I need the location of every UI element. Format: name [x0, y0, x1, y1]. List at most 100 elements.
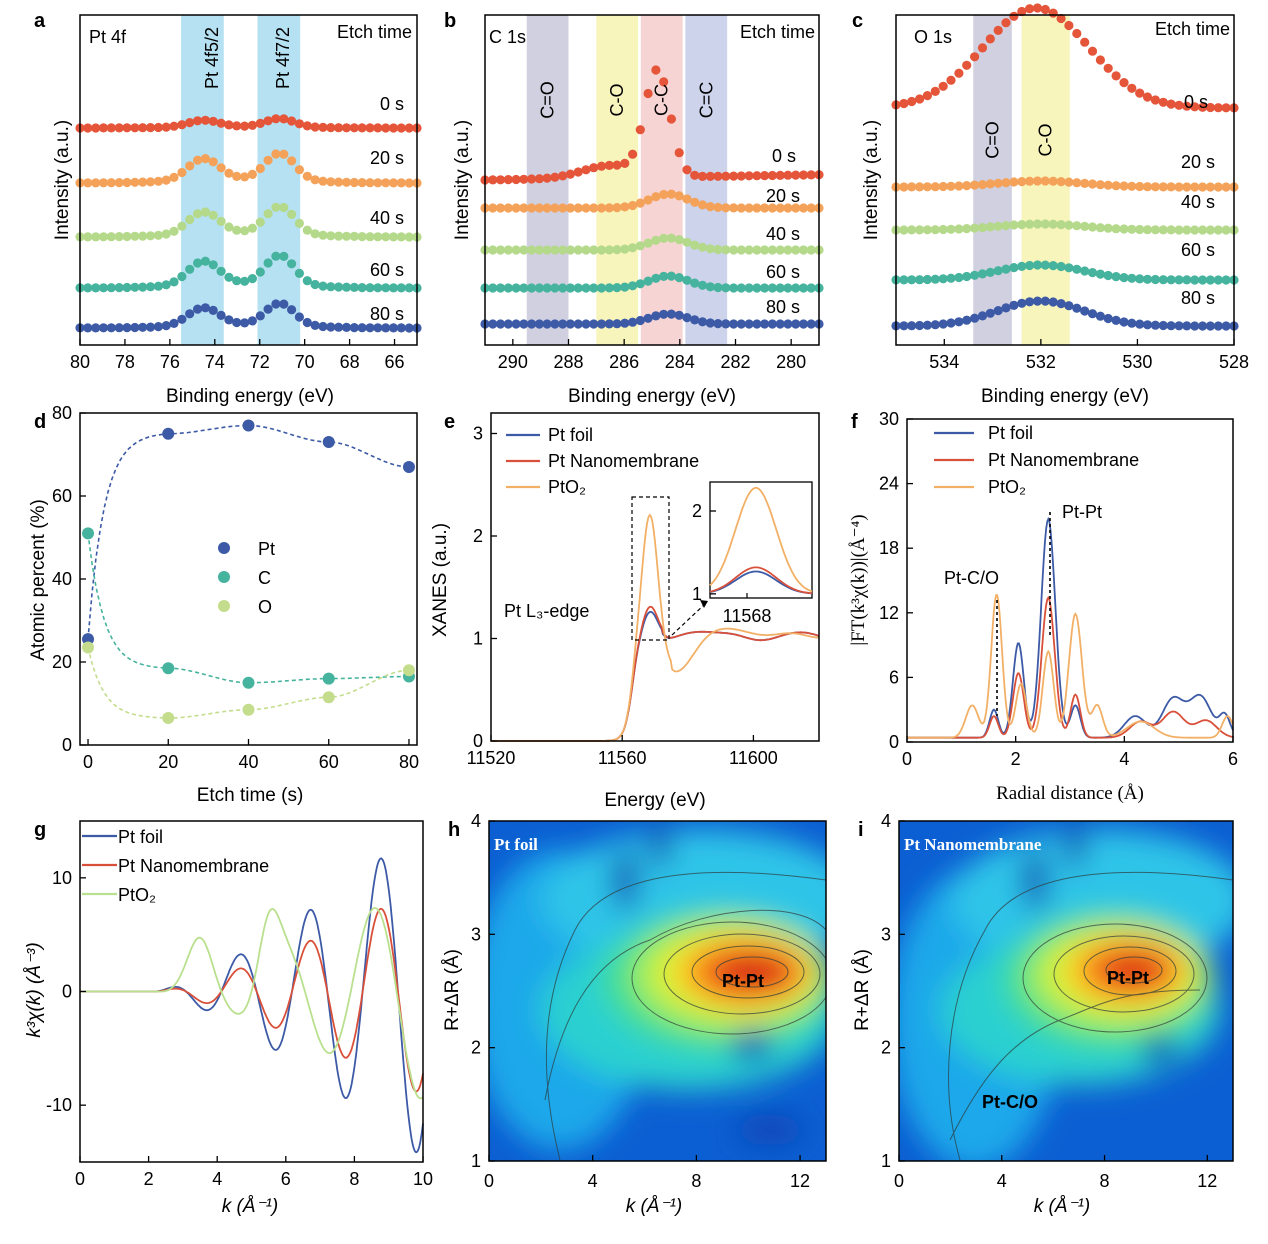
- c-series-label-3: 60 s: [1181, 240, 1215, 260]
- a-point-3-3: [98, 283, 109, 293]
- a-point-4-15: [193, 304, 203, 314]
- c-point-3-41: [1213, 275, 1223, 285]
- b-point-0-5: [519, 174, 529, 184]
- c-point-4-13: [993, 306, 1003, 316]
- b-point-1-13: [581, 203, 591, 213]
- a-point-4-33: [334, 322, 344, 332]
- xlabel-g: k (Å⁻¹): [222, 1196, 278, 1217]
- b-point-0-37: [767, 170, 778, 181]
- a-point-2-14: [185, 214, 195, 225]
- a-point-4-41: [396, 323, 406, 333]
- a-point-1-15: [193, 155, 203, 165]
- a-xtick-label-1: 78: [115, 352, 135, 372]
- c-point-0-18: [1032, 3, 1043, 13]
- c-point-2-35: [1166, 225, 1176, 235]
- c-point-2-1: [899, 225, 909, 235]
- b-point-1-39: [783, 203, 793, 213]
- a-point-2-9: [145, 231, 156, 241]
- a-point-3-42: [404, 283, 414, 293]
- b-point-1-4: [511, 203, 521, 213]
- c-point-4-28: [1111, 315, 1121, 325]
- c-point-3-17: [1025, 260, 1035, 271]
- g-xtick-label-3: 6: [281, 1169, 291, 1189]
- e-legend-label-1: Pt Nanomembrane: [548, 451, 699, 471]
- b-band-label-0: C=O: [538, 81, 558, 119]
- b-point-3-23: [659, 271, 669, 281]
- b-band-1: [596, 15, 639, 345]
- i-xtick-label-0: 0: [894, 1171, 904, 1191]
- a-point-3-13: [177, 271, 187, 282]
- h-ytick-label-1: 2: [471, 1038, 481, 1058]
- a-point-4-40: [388, 323, 399, 333]
- b-point-0-8: [542, 173, 552, 183]
- d-point-0-2: [242, 419, 255, 432]
- c-point-0-8: [954, 68, 964, 78]
- b-point-4-20: [635, 315, 645, 326]
- axes-frame-c: [895, 14, 1235, 346]
- a-point-4-4: [106, 323, 116, 333]
- d-point-2-2: [242, 703, 255, 716]
- d-point-1-2: [242, 676, 255, 689]
- a-point-4-12: [169, 318, 179, 328]
- a-point-1-12: [169, 172, 179, 182]
- a-point-3-41: [396, 283, 406, 293]
- a-point-0-6: [122, 123, 132, 133]
- c-point-4-25: [1087, 309, 1098, 319]
- b-point-2-4: [511, 245, 521, 255]
- heatmap-title-i: Pt Nanomembrane: [904, 835, 1042, 854]
- i-ytick-label-3: 4: [881, 811, 891, 831]
- a-point-1-33: [334, 177, 344, 187]
- b-point-3-34: [744, 283, 754, 293]
- b-point-1-2: [495, 203, 506, 213]
- c-point-0-31: [1135, 88, 1145, 98]
- a-point-1-10: [153, 176, 163, 186]
- b-point-1-22: [651, 192, 661, 202]
- a-point-3-14: [185, 264, 195, 274]
- c-point-0-12: [985, 34, 995, 44]
- corner-left-a: Pt 4f: [89, 27, 127, 47]
- c-point-1-40: [1205, 182, 1215, 192]
- h-xtick-label-3: 12: [790, 1171, 810, 1191]
- zoom-box: [631, 496, 670, 641]
- axes-frame-f: [906, 418, 1234, 743]
- c-point-2-5: [930, 225, 940, 235]
- a-point-4-29: [302, 317, 312, 328]
- b-point-2-40: [791, 245, 801, 255]
- b-point-2-26: [682, 237, 692, 247]
- c-point-4-8: [954, 317, 964, 327]
- e-ytick-label-2: 2: [473, 526, 483, 546]
- b-point-0-25: [674, 148, 684, 158]
- c-point-4-31: [1135, 319, 1145, 329]
- xlabel-e: Energy (eV): [604, 790, 705, 811]
- a-point-0-35: [349, 123, 359, 133]
- b-point-0-20: [635, 125, 645, 135]
- d-legend-label-1: C: [258, 568, 271, 588]
- a-point-3-23: [255, 267, 265, 277]
- a-point-0-23: [255, 118, 265, 128]
- d-fit-1: [87, 533, 409, 684]
- a-point-0-34: [341, 123, 352, 133]
- c-point-4-42: [1221, 321, 1231, 331]
- b-point-2-5: [519, 245, 529, 255]
- a-series-label-1: 20 s: [370, 148, 404, 168]
- b-point-0-41: [798, 170, 809, 180]
- b-point-0-40: [791, 170, 801, 180]
- a-point-4-22: [247, 316, 257, 326]
- c-point-3-6: [938, 274, 948, 284]
- b-point-1-18: [620, 202, 630, 212]
- a-point-0-2: [91, 123, 101, 133]
- a-point-0-26: [279, 114, 289, 124]
- a-point-2-27: [287, 209, 297, 219]
- b-point-1-41: [798, 203, 809, 213]
- c-point-3-26: [1095, 269, 1105, 279]
- c-point-2-11: [977, 223, 988, 233]
- f-ytick-label-1: 6: [889, 667, 899, 687]
- a-point-0-20: [232, 121, 242, 131]
- c-point-1-3: [915, 182, 925, 192]
- a-point-0-25: [271, 114, 281, 124]
- a-point-0-24: [263, 116, 273, 126]
- c-point-1-29: [1119, 181, 1129, 191]
- a-point-0-22: [247, 120, 257, 130]
- b-point-2-18: [620, 244, 630, 254]
